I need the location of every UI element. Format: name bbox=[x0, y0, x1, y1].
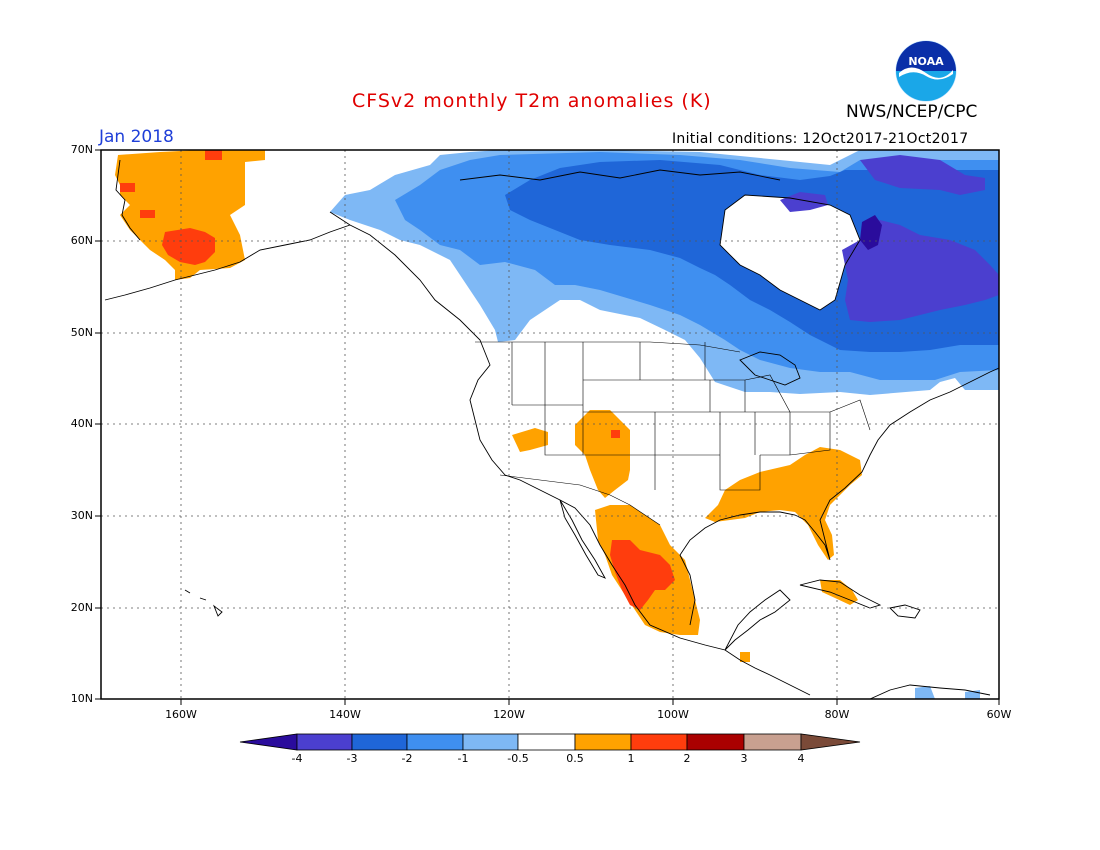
initial-conditions: Initial conditions: 12Oct2017-21Oct2017 bbox=[672, 131, 969, 147]
colorbar-label: 0.5 bbox=[566, 752, 584, 765]
anomaly-purple-baffin bbox=[860, 155, 985, 195]
colorbar-label: 4 bbox=[797, 752, 805, 765]
coastlines bbox=[104, 159, 999, 699]
colorbar-label: 1 bbox=[627, 752, 635, 765]
anomaly-red-mexico bbox=[610, 540, 675, 610]
arctic-coast bbox=[459, 169, 781, 181]
us-mexico-border bbox=[499, 474, 661, 526]
anomaly-field bbox=[115, 150, 999, 699]
west-coast bbox=[329, 211, 811, 696]
colorbar-label: -2 bbox=[401, 752, 413, 765]
baja-california bbox=[559, 499, 607, 579]
lat-label: 40N bbox=[70, 417, 93, 430]
colorbar-label: -3 bbox=[346, 752, 358, 765]
colorbar-bin bbox=[574, 733, 632, 751]
anomaly-red-alaska-small bbox=[120, 150, 222, 218]
colorbar-label: 3 bbox=[740, 752, 748, 765]
state-borders bbox=[475, 341, 871, 526]
us-canada-border bbox=[475, 341, 741, 353]
colorbar-high-arrow bbox=[800, 733, 861, 751]
colorbar-bin bbox=[517, 733, 576, 751]
anomaly-orange-cuba bbox=[820, 580, 858, 605]
axis-ticks bbox=[95, 149, 1000, 705]
yucatan-peninsula bbox=[724, 589, 791, 651]
anomaly-purple-quebec bbox=[842, 220, 999, 322]
lat-label: 10N bbox=[70, 692, 93, 705]
hudson-bay-coast bbox=[719, 194, 861, 311]
logo-text: NOAA bbox=[908, 55, 944, 68]
anomaly-red-alaska bbox=[162, 228, 215, 265]
lat-label: 70N bbox=[70, 143, 93, 156]
graticule bbox=[101, 150, 999, 699]
great-lakes bbox=[739, 351, 801, 386]
map-title: CFSv2 monthly T2m anomalies (K) bbox=[352, 90, 712, 112]
hispaniola bbox=[889, 604, 921, 619]
anomaly-orange-nevada bbox=[512, 428, 548, 452]
agency-label: NWS/NCEP/CPC bbox=[846, 102, 978, 122]
hawaii bbox=[184, 589, 223, 617]
colorbar-label: -4 bbox=[291, 752, 303, 765]
anomaly-orange-southeast bbox=[705, 447, 862, 560]
colorbar bbox=[239, 733, 861, 751]
colorbar-bin bbox=[406, 733, 464, 751]
lat-label: 60N bbox=[70, 234, 93, 247]
anomaly-red-colorado bbox=[611, 430, 620, 438]
anomaly-orange-yucatan bbox=[740, 652, 750, 662]
colorbar-label: 2 bbox=[683, 752, 691, 765]
lon-label: 80W bbox=[824, 708, 850, 721]
noaa-logo-icon: NOAA bbox=[895, 40, 957, 102]
colorbar-bin bbox=[630, 733, 688, 751]
lat-label: 20N bbox=[70, 601, 93, 614]
colorbar-label: -1 bbox=[457, 752, 469, 765]
colorbar-bin bbox=[686, 733, 745, 751]
lon-label: 140W bbox=[329, 708, 361, 721]
gulf-coast bbox=[679, 367, 999, 626]
lon-label: 100W bbox=[657, 708, 689, 721]
lon-label: 120W bbox=[493, 708, 525, 721]
colorbar-low-arrow bbox=[239, 733, 298, 751]
anomaly-purple-north bbox=[780, 192, 828, 212]
south-america-coast bbox=[869, 684, 991, 699]
colorbar-label: -0.5 bbox=[507, 752, 529, 765]
colorbar-bin bbox=[296, 733, 353, 751]
lon-label: 160W bbox=[165, 708, 197, 721]
alaska-coast bbox=[104, 224, 351, 301]
lat-label: 50N bbox=[70, 326, 93, 339]
alaska-west bbox=[115, 159, 141, 241]
colorbar-bin bbox=[351, 733, 408, 751]
anomaly-orange-alaska bbox=[115, 150, 265, 280]
colorbar-bin bbox=[462, 733, 519, 751]
colorbar-bin bbox=[743, 733, 802, 751]
hudson-bay-gap bbox=[720, 195, 860, 310]
anomaly-light-blue-south bbox=[915, 686, 980, 699]
forecast-month: Jan 2018 bbox=[99, 127, 174, 147]
lat-label: 30N bbox=[70, 509, 93, 522]
lon-label: 60W bbox=[986, 708, 1012, 721]
